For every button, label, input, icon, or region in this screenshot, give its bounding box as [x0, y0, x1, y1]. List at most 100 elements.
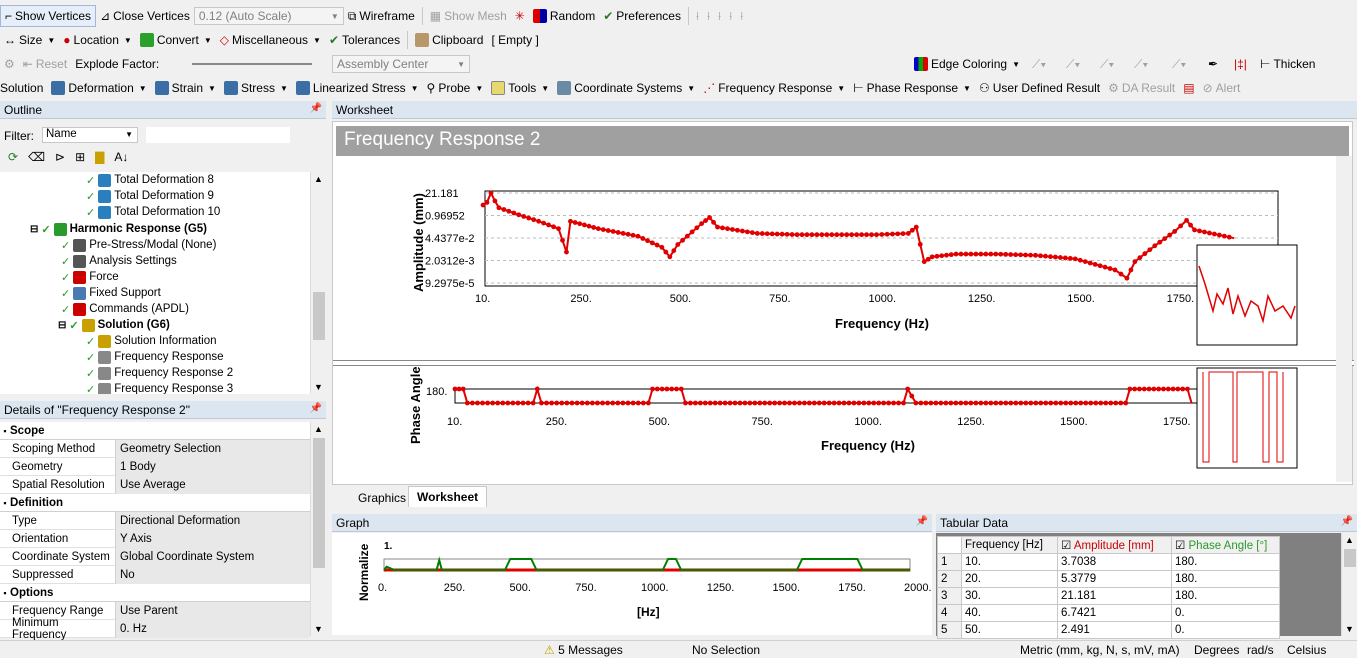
table-row[interactable]: 5 50. 2.491 0.	[937, 621, 1280, 639]
details-row[interactable]: Minimum Frequency 0. Hz	[0, 617, 310, 641]
details-section-header[interactable]: ▪ Definition	[0, 494, 310, 512]
deformation-menu[interactable]: Deformation ▼	[47, 77, 150, 99]
collapse-icon[interactable]: ▪	[3, 425, 7, 436]
tree-item[interactable]: ✓ Fixed Support	[58, 285, 161, 301]
da-result-button[interactable]: ⚙ DA Result	[1108, 81, 1176, 95]
amplitude-zoom-preview[interactable]	[1196, 244, 1298, 346]
tree-item[interactable]: ✓ Frequency Response 2	[86, 365, 233, 381]
details-value[interactable]: 1 Body	[116, 457, 310, 476]
edge-style-5[interactable]: ⟋▾	[1168, 53, 1190, 75]
preferences-button[interactable]: ✔ Preferences	[603, 9, 681, 23]
vertex-tool-3[interactable]: ⟊	[714, 5, 725, 27]
column-header[interactable]: ☑ Amplitude [mm]	[1057, 536, 1172, 554]
table-row[interactable]: 4 40. 6.7421 0.	[937, 604, 1280, 622]
details-value[interactable]: 0. Hz	[116, 619, 310, 638]
scrollbar-thumb[interactable]	[313, 292, 325, 340]
tab-graphics[interactable]: Graphics	[358, 491, 407, 505]
table-row[interactable]: 1 10. 3.7038 180.	[937, 553, 1280, 571]
details-row[interactable]: Scoping Method Geometry Selection	[0, 439, 310, 458]
worksheet-scrollbar[interactable]	[1336, 156, 1352, 482]
probe-menu[interactable]: ⚲ Probe ▼	[426, 81, 484, 95]
details-value[interactable]: Y Axis	[116, 529, 310, 548]
user-defined-result-button[interactable]: ⚇ User Defined Result	[978, 81, 1101, 95]
folder-icon[interactable]: ▇	[95, 150, 105, 164]
linearized-stress-menu[interactable]: Linearized Stress ▼	[292, 77, 423, 99]
triad-button[interactable]: ✳	[511, 5, 529, 27]
details-row[interactable]: Spatial Resolution Use Average	[0, 475, 310, 494]
strain-menu[interactable]: Strain ▼	[151, 77, 220, 99]
thicken-button[interactable]: ⊢ Thicken	[1260, 57, 1316, 71]
tolerances-button[interactable]: ✔ Tolerances	[328, 33, 401, 47]
chart-splitter[interactable]	[333, 360, 1354, 366]
scale-combo[interactable]: 0.12 (Auto Scale) ▼	[193, 7, 344, 25]
expand-all-icon[interactable]: ⊞	[75, 150, 86, 164]
details-row[interactable]: Orientation Y Axis	[0, 529, 310, 548]
pin-tool-button[interactable]: ✒	[1204, 53, 1222, 75]
alert-button[interactable]: ⊘ Alert	[1202, 81, 1241, 95]
frequency-response-menu[interactable]: ⋰ Frequency Response ▼	[703, 81, 846, 95]
phase-zoom-preview[interactable]	[1196, 367, 1298, 469]
explode-icon-button[interactable]: ⚙	[0, 53, 19, 75]
show-mesh-button[interactable]: ▦ Show Mesh	[429, 9, 507, 23]
outline-scrollbar[interactable]: ▲ ▼	[310, 172, 326, 394]
phase-response-menu[interactable]: ⊢ Phase Response ▼	[853, 81, 971, 95]
rotational-velocity-status[interactable]: rad/s	[1247, 643, 1274, 657]
sort-az-icon[interactable]: A↓	[114, 150, 129, 164]
scroll-down-icon[interactable]: ▼	[314, 624, 323, 634]
edge-style-4[interactable]: ⟋▾	[1130, 53, 1152, 75]
scrollbar-thumb[interactable]	[1344, 549, 1356, 567]
details-value[interactable]: No	[116, 565, 310, 584]
collapse-icon[interactable]: ⊟	[58, 319, 67, 331]
edge-style-1[interactable]: ⟋▾	[1028, 53, 1050, 75]
details-scrollbar[interactable]: ▲ ▼	[310, 422, 326, 636]
collapse-icon[interactable]: ▪	[3, 497, 7, 508]
tab-worksheet[interactable]: Worksheet	[408, 486, 488, 507]
tree-item[interactable]: ✓ Total Deformation 8	[86, 172, 214, 188]
details-row[interactable]: Suppressed No	[0, 565, 310, 584]
coordinate-systems-menu[interactable]: Coordinate Systems ▼	[553, 77, 699, 99]
scroll-down-icon[interactable]: ▼	[1345, 624, 1354, 634]
explode-factor-slider[interactable]	[192, 63, 312, 65]
column-checkbox[interactable]: ☑	[1175, 540, 1189, 552]
tree-item[interactable]: ✓ Frequency Response	[86, 349, 224, 365]
column-checkbox[interactable]: ☑	[1061, 540, 1074, 552]
show-vertices-button[interactable]: ⌐ Show Vertices	[0, 5, 97, 27]
table-row[interactable]: 3 30. 21.181 180.	[937, 587, 1280, 605]
solution-button[interactable]: Solution	[0, 81, 44, 95]
collapse-icon[interactable]: ⊟	[30, 223, 39, 235]
scale-bar-button[interactable]: |‡|	[1230, 53, 1251, 75]
units-status[interactable]: Metric (mm, kg, N, s, mV, mA)	[1020, 643, 1180, 657]
edge-style-2[interactable]: ⟋▾	[1062, 53, 1084, 75]
table-row[interactable]: 2 20. 5.3779 180.	[937, 570, 1280, 588]
clipboard-button[interactable]: Clipboard	[411, 29, 487, 51]
filter-search-input[interactable]	[146, 127, 290, 143]
scrollbar-thumb[interactable]	[313, 438, 325, 568]
tree-item[interactable]: ✓ Force	[58, 269, 119, 285]
commands-button[interactable]: ▤	[1179, 77, 1198, 99]
vertex-tool-1[interactable]: ⟊	[692, 5, 703, 27]
details-row[interactable]: Frequency Range Use Parent	[0, 601, 310, 620]
tree-item[interactable]: ✓ Total Deformation 10	[86, 204, 220, 220]
temperature-units-status[interactable]: Celsius	[1287, 643, 1327, 657]
expand-tree-icon[interactable]: ⊳	[55, 150, 66, 164]
edge-style-3[interactable]: ⟋▾	[1096, 53, 1118, 75]
tree-item[interactable]: ✓ Frequency Response 3	[86, 381, 233, 394]
vertex-tool-4[interactable]: ⟊	[725, 5, 736, 27]
location-menu[interactable]: ● Location ▼	[63, 33, 132, 47]
details-value[interactable]: Use Parent	[116, 601, 310, 620]
tree-item[interactable]: ✓ Solution Information	[86, 333, 217, 349]
column-header[interactable]: ☑ Phase Angle [°]	[1171, 536, 1280, 554]
pin-icon[interactable]: 📌	[309, 403, 322, 414]
miscellaneous-menu[interactable]: ◇ Miscellaneous ▼	[219, 33, 321, 47]
wireframe-button[interactable]: ⧉ Wireframe	[347, 8, 415, 24]
column-header[interactable]: Frequency [Hz]	[961, 536, 1058, 554]
details-value[interactable]: Use Average	[116, 475, 310, 494]
tree-item[interactable]: ⊟ ✓ Solution (G6)	[58, 317, 170, 333]
details-row[interactable]: Coordinate System Global Coordinate Syste…	[0, 547, 310, 566]
filter-combo[interactable]: Name ▼	[42, 127, 138, 143]
vertex-tool-2[interactable]: ⟊	[703, 5, 714, 27]
details-value[interactable]: Global Coordinate System	[116, 547, 310, 566]
tree-item[interactable]: ✓ Analysis Settings	[58, 253, 177, 269]
details-row[interactable]: Type Directional Deformation	[0, 511, 310, 530]
assembly-center-combo[interactable]: Assembly Center ▼	[332, 55, 470, 73]
